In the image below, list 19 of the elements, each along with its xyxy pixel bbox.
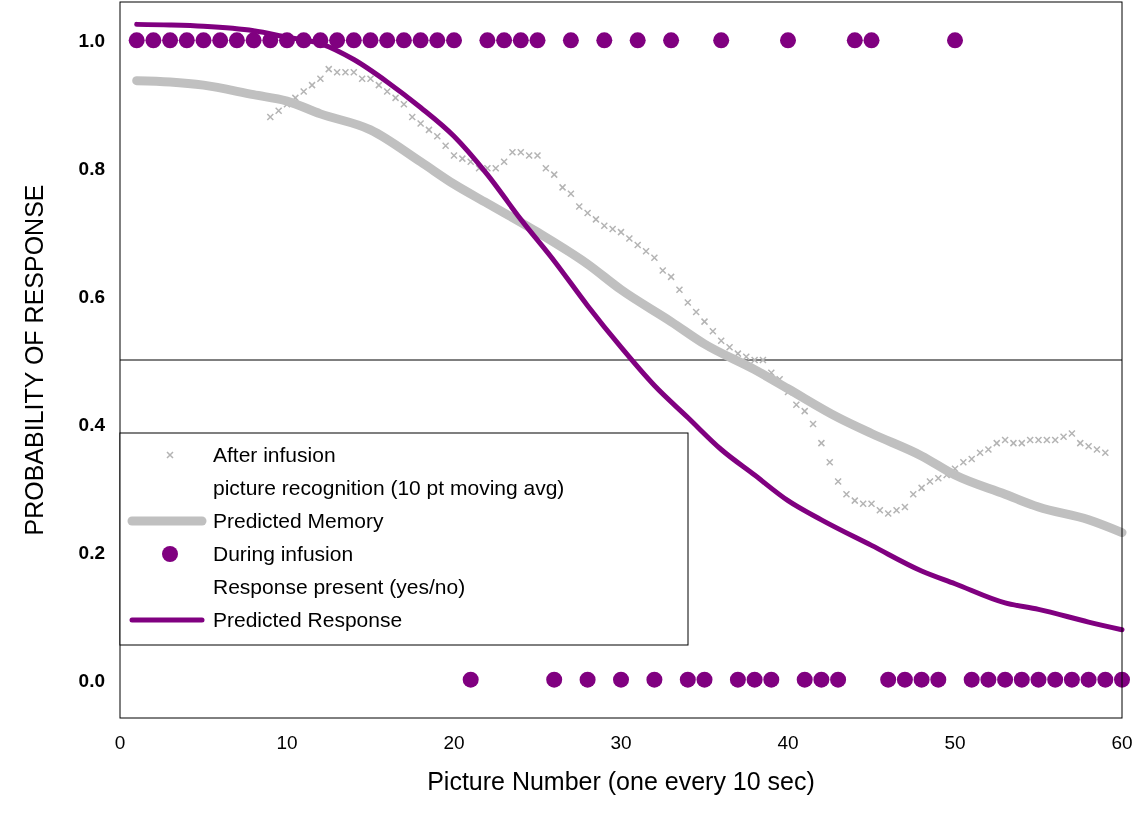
legend-label: During infusion Response present (yes/no) bbox=[213, 542, 466, 598]
y-tick-label: 0.8 bbox=[78, 158, 105, 180]
legend-label: After infusion picture recognition (10 pt moving avg) bbox=[213, 443, 565, 499]
x-tick-label: 20 bbox=[443, 732, 465, 753]
x-tick-label: 0 bbox=[114, 732, 126, 753]
x-tick-label: 50 bbox=[944, 732, 966, 753]
x-tick-label: 60 bbox=[1111, 732, 1133, 753]
y-tick-label: 1.0 bbox=[78, 30, 105, 52]
y-tick-label: 0.6 bbox=[78, 286, 105, 308]
x-tick-label: 10 bbox=[276, 732, 298, 753]
y-axis-title: PROBABILITY OF RESPONSE bbox=[20, 184, 48, 536]
y-tick-label: 0.0 bbox=[78, 669, 105, 691]
x-tick-label: 30 bbox=[610, 732, 632, 753]
x-axis-title: Picture Number (one every 10 sec) bbox=[427, 767, 815, 795]
y-tick-label: 0.4 bbox=[78, 413, 106, 435]
legend-label: Predicted Response bbox=[213, 608, 403, 631]
legend-label: Predicted Memory bbox=[213, 509, 384, 532]
y-tick-label: 0.2 bbox=[78, 541, 105, 563]
x-tick-label: 40 bbox=[777, 732, 799, 753]
